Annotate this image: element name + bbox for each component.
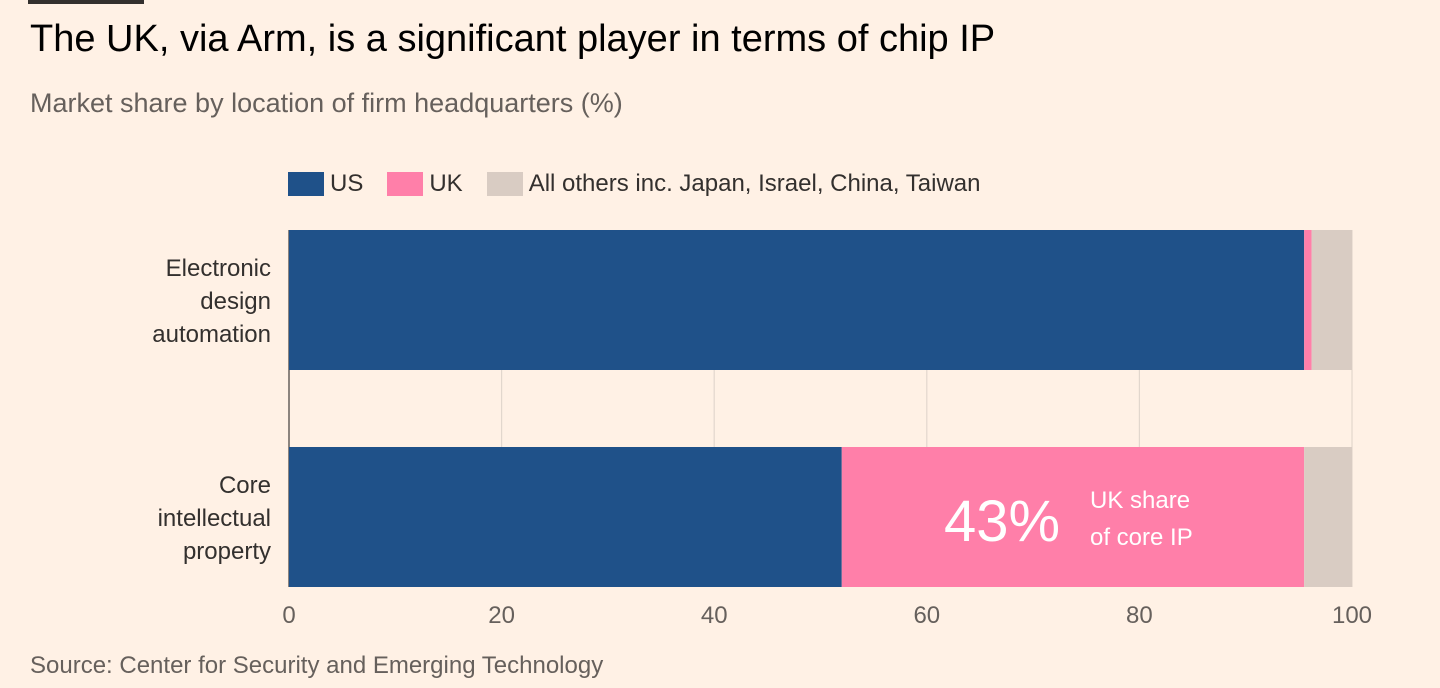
category-label: property [183, 538, 271, 565]
bar-segment-us-0 [289, 230, 1305, 370]
legend-label-others: All others inc. Japan, Israel, China, Ta… [528, 170, 981, 197]
top-rule [28, 0, 144, 4]
legend-label-uk: UK [429, 170, 463, 197]
legend-label-us: US [330, 170, 364, 197]
legend-swatch-us [288, 172, 324, 196]
annotation-label: UK share [1090, 487, 1190, 514]
bar-segment-all-1 [1304, 447, 1352, 587]
legend-swatch-others [486, 172, 523, 196]
x-tick-label: 20 [488, 602, 515, 629]
annotation-label: of core IP [1090, 524, 1193, 551]
bar-segment-us-1 [289, 447, 842, 587]
legend-item-uk: UK [387, 170, 463, 198]
x-tick-label: 0 [282, 602, 295, 629]
chart-title: The UK, via Arm, is a significant player… [30, 18, 996, 60]
x-tick-label: 60 [913, 602, 940, 629]
chart-subtitle: Market share by location of firm headqua… [30, 88, 623, 118]
legend: US UK All others inc. Japan, Israel, Chi… [288, 170, 1004, 198]
legend-item-us: US [288, 170, 363, 198]
bar-segment-uk-1 [841, 447, 1305, 587]
legend-swatch-uk [387, 172, 424, 196]
category-label: design [200, 288, 271, 315]
bar-segment-uk-0 [1304, 230, 1312, 370]
x-tick-label: 100 [1332, 602, 1372, 629]
x-tick-label: 40 [701, 602, 728, 629]
x-tick-label: 80 [1126, 602, 1153, 629]
category-label: automation [152, 321, 271, 348]
bar-segment-all-0 [1311, 230, 1352, 370]
source-note: Source: Center for Security and Emerging… [30, 652, 604, 679]
category-label: intellectual [158, 505, 271, 532]
category-label: Electronic [166, 255, 271, 282]
annotation-value: 43% [944, 489, 1060, 554]
legend-item-others: All others inc. Japan, Israel, China, Ta… [486, 170, 981, 198]
category-label: Core [219, 472, 271, 499]
